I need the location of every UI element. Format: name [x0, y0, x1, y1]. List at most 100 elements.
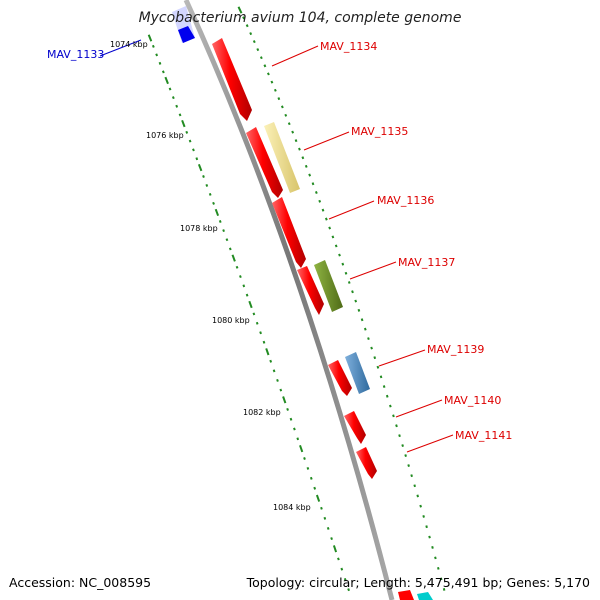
feature-bar-yellow[interactable] [264, 122, 300, 193]
scale-tick [242, 284, 246, 288]
gene-label-mav-1134[interactable]: MAV_1134 [320, 40, 377, 53]
scale-label-1078: 1078 kbp [180, 224, 218, 233]
scale-tick [276, 378, 279, 382]
outer-tick [252, 40, 256, 44]
scale-tick [265, 348, 270, 356]
scale-tick [192, 148, 195, 152]
scale-tick [337, 557, 340, 561]
outer-tick [401, 444, 404, 447]
scale-tick-track [147, 34, 350, 592]
scale-tick [326, 526, 330, 530]
outer-tick [334, 244, 338, 248]
scale-label-1084: 1084 kbp [273, 503, 311, 512]
map-title: Mycobacterium avium 104, complete genome [138, 10, 462, 26]
outer-tick [341, 262, 345, 266]
scale-tick [315, 494, 321, 502]
gene-partial-cyan[interactable] [417, 592, 433, 600]
gene-label-mav-1136[interactable]: MAV_1136 [377, 194, 434, 207]
outer-tick [294, 139, 298, 143]
outer-tick [428, 535, 431, 539]
scale-tick [161, 70, 165, 74]
scale-tick [309, 476, 313, 480]
leader-line-mav-1140 [395, 399, 443, 418]
gene-mav-1139-arrow[interactable] [328, 360, 352, 396]
scale-tick [289, 417, 293, 421]
scale-label-1074: 1074 kbp [110, 40, 148, 49]
scale-tick [168, 87, 172, 91]
outer-tick [301, 156, 305, 160]
scale-tick [231, 254, 236, 262]
outer-tick [425, 525, 428, 529]
gene-mav-1134-arrow[interactable] [212, 38, 252, 121]
feature-bar-blue[interactable] [345, 352, 370, 394]
feature-bar-green[interactable] [314, 260, 343, 312]
outer-tick [291, 130, 295, 134]
leader-line-mav-1141 [406, 434, 454, 453]
outer-tick [354, 299, 358, 303]
outer-tick [328, 226, 332, 230]
scale-tick [303, 457, 306, 460]
outer-tick [249, 32, 253, 36]
scale-tick [262, 340, 266, 344]
outer-tick [357, 308, 361, 312]
outer-tick [270, 80, 274, 84]
gene-mav-1137-arrow[interactable] [297, 266, 324, 315]
outer-tick [379, 375, 383, 379]
scale-tick [313, 486, 317, 490]
outer-tick [437, 566, 440, 570]
scale-tick [222, 229, 225, 233]
gene-partial-red[interactable] [398, 590, 414, 600]
scale-tick [185, 130, 189, 134]
leader-line-mav-1135 [303, 131, 350, 151]
gene-mav-1140-arrow[interactable] [344, 411, 366, 444]
gene-mav-1133-arrow[interactable] [178, 26, 195, 43]
gene-mav-1135-arrow[interactable] [246, 127, 283, 198]
leader-line-mav-1133 [99, 39, 142, 57]
genome-summary-text: Topology: circular; Length: 5,475,491 bp… [246, 575, 590, 590]
scale-tick [218, 220, 222, 223]
scale-tick [225, 238, 229, 242]
gene-label-mav-1135[interactable]: MAV_1135 [351, 125, 408, 138]
outer-tick [237, 6, 243, 14]
outer-tick [410, 474, 413, 478]
outer-tick [324, 217, 328, 221]
outer-tick [314, 191, 318, 194]
gene-mav-1133[interactable] [172, 6, 195, 43]
gene-label-mav-1141[interactable]: MAV_1141 [455, 429, 512, 442]
scale-tick [293, 427, 296, 431]
outer-tick [277, 97, 281, 101]
gene-label-mav-1133[interactable]: MAV_1133 [47, 48, 104, 61]
outer-tick [245, 24, 249, 28]
gene-label-mav-1139[interactable]: MAV_1139 [427, 343, 484, 356]
outer-tick [287, 122, 291, 126]
gene-label-mav-1137[interactable]: MAV_1137 [398, 256, 455, 269]
scale-tick [347, 588, 350, 592]
scale-tick [279, 388, 283, 392]
outer-tick [439, 577, 443, 581]
scale-tick [340, 567, 344, 571]
outer-tick [256, 48, 260, 52]
scale-label-1080: 1080 kbp [212, 316, 250, 325]
gene-mav-1141-arrow[interactable] [356, 447, 377, 479]
scale-tick [269, 359, 273, 363]
leader-line-mav-1134 [271, 45, 319, 67]
leader-line-mav-1137 [349, 261, 397, 280]
gene-label-mav-1140[interactable]: MAV_1140 [444, 394, 501, 407]
scale-tick [208, 192, 212, 196]
scale-tick [175, 104, 179, 108]
outer-tick [392, 414, 395, 418]
outer-tick [413, 484, 416, 488]
outer-tick [431, 546, 434, 549]
scale-tick [171, 96, 175, 100]
scale-tick [299, 444, 304, 453]
outer-tick [331, 235, 335, 239]
outer-tick [304, 164, 308, 168]
scale-tick [235, 265, 239, 269]
scale-tick [178, 113, 182, 117]
gene-mav-1136-arrow[interactable] [272, 197, 306, 268]
scale-tick [320, 506, 323, 510]
outer-tick [318, 199, 322, 203]
outer-tick [338, 253, 341, 257]
outer-tick [344, 271, 348, 275]
outer-tick [422, 515, 425, 518]
